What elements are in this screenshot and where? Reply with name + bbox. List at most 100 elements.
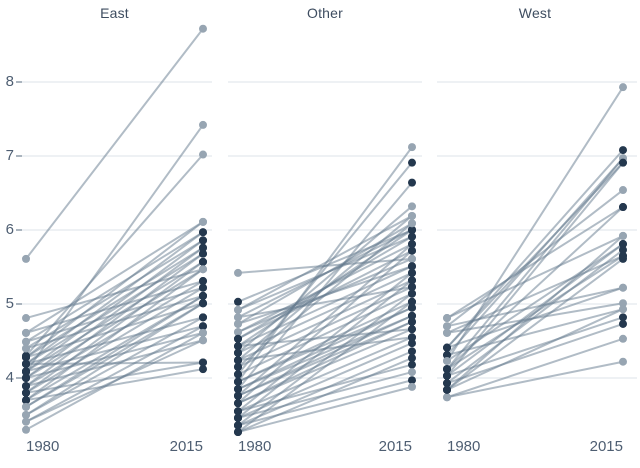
data-point-1980: [22, 411, 30, 419]
data-point-2015: [408, 339, 416, 348]
y-axis-tick-7: 7: [5, 147, 14, 164]
data-point-1980: [443, 343, 451, 352]
data-point-1980: [443, 328, 451, 337]
data-point-2015: [408, 333, 416, 342]
data-point-2015: [408, 303, 416, 312]
data-point-2015: [408, 360, 416, 369]
data-point-1980: [443, 356, 451, 365]
slope-line: [237, 214, 413, 311]
slope-line: [446, 360, 624, 399]
data-point-2015: [408, 382, 416, 391]
data-point-2015: [408, 143, 416, 152]
data-point-2015: [619, 240, 627, 249]
data-point-2015: [199, 228, 207, 237]
panel-title-other: Other: [306, 5, 343, 21]
data-point-1980: [234, 328, 242, 337]
x-label-east-2015: 2015: [169, 438, 203, 455]
data-point-1980: [22, 367, 30, 376]
panel-title-west: West: [518, 5, 552, 21]
data-point-1980: [234, 305, 242, 314]
slope-line: [237, 379, 413, 427]
data-point-2015: [408, 347, 416, 356]
data-point-2015: [619, 83, 627, 92]
slope-line: [446, 243, 624, 377]
slope-line: [237, 222, 413, 325]
data-point-1980: [234, 362, 242, 371]
data-point-2015: [619, 313, 627, 322]
data-point-2015: [408, 211, 416, 220]
data-point-2015: [199, 217, 207, 226]
panel-title-east: East: [100, 5, 129, 21]
data-point-2015: [199, 243, 207, 252]
slope-line: [237, 336, 413, 413]
data-point-2015: [199, 358, 207, 367]
slope-line: [446, 234, 624, 320]
data-point-2015: [619, 283, 627, 292]
y-axis-tick-5: 5: [5, 295, 14, 312]
data-point-2015: [199, 291, 207, 300]
data-point-1980: [234, 407, 242, 416]
data-point-1980: [22, 337, 30, 346]
slope-line: [237, 314, 413, 397]
data-point-1980: [22, 374, 30, 382]
slope-line: [446, 286, 624, 349]
data-point-2015: [619, 357, 627, 366]
data-point-2015: [408, 354, 416, 363]
data-point-1980: [234, 356, 242, 365]
data-point-2015: [408, 226, 416, 234]
slope-line: [25, 220, 204, 359]
slope-line: [25, 260, 204, 394]
data-point-1980: [234, 268, 242, 277]
data-point-1980: [22, 314, 30, 323]
data-point-2015: [619, 203, 627, 212]
slope-line: [25, 220, 204, 334]
data-point-2015: [619, 245, 627, 254]
data-point-1980: [234, 428, 242, 437]
slope-line: [25, 252, 204, 365]
data-point-2015: [408, 202, 416, 211]
slope-line: [25, 294, 204, 408]
slope-line: [237, 320, 413, 405]
data-point-1980: [234, 313, 242, 322]
data-point-2015: [619, 158, 627, 167]
slope-line: [237, 300, 413, 383]
data-point-2015: [408, 289, 416, 298]
data-point-1980: [234, 385, 242, 394]
slope-line: [446, 157, 624, 357]
data-point-1980: [443, 351, 451, 360]
data-point-1980: [234, 342, 242, 351]
slope-line: [25, 153, 204, 357]
data-point-1980: [234, 297, 242, 306]
slope-line: [237, 371, 413, 419]
data-point-2015: [408, 219, 416, 228]
slope-line: [237, 271, 413, 354]
slope-line: [446, 248, 624, 385]
y-axis-tick-8: 8: [5, 73, 14, 90]
slope-line: [25, 302, 204, 416]
data-point-1980: [234, 391, 242, 400]
data-point-1980: [443, 379, 451, 388]
x-label-west-2015: 2015: [589, 438, 623, 455]
data-point-2015: [199, 236, 207, 245]
slope-line: [446, 243, 624, 362]
data-point-2015: [408, 178, 416, 187]
slope-line: [25, 361, 204, 365]
slope-line: [25, 260, 204, 373]
slope-line: [237, 363, 413, 413]
slope-line: [237, 314, 413, 391]
data-point-2015: [199, 365, 207, 374]
slope-line: [446, 254, 624, 334]
slope-line: [25, 239, 204, 373]
slope-line: [237, 285, 413, 319]
data-point-2015: [199, 328, 207, 337]
data-point-1980: [22, 254, 30, 263]
x-label-other-1980: 1980: [238, 438, 272, 455]
data-point-2015: [408, 368, 416, 377]
slope-line: [446, 316, 624, 377]
data-point-2015: [408, 297, 416, 306]
slope-line: [25, 339, 204, 423]
data-point-1980: [22, 353, 30, 362]
slope-line: [237, 279, 413, 362]
slope-line: [237, 243, 413, 334]
